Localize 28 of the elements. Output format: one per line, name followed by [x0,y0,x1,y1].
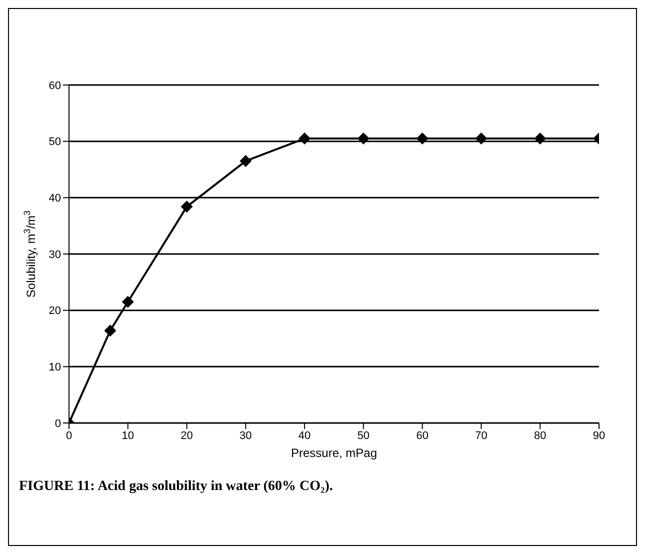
x-tick-label: 40 [298,430,311,442]
x-tick-label: 20 [180,430,193,442]
y-tick-label: 30 [48,248,61,261]
x-tick-label: 60 [416,430,428,442]
point [104,324,116,337]
point [534,132,546,145]
point [475,132,488,145]
x-tick-label: 0 [66,430,72,442]
y-tick-label: 60 [48,80,61,92]
caption: FIGURE 11: Acid gas solubility in water (60% CO₂). [19,479,333,495]
y-tick-label: 0 [54,418,61,430]
x-tick-label: 10 [122,430,134,442]
x-axis-title: Pressure, mPag [290,446,378,460]
x-tick-label: 90 [592,430,606,442]
y-tick-label: 20 [48,305,61,318]
x-tick-label: 50 [357,430,370,442]
point [357,132,370,145]
point [122,296,134,308]
point [180,200,193,213]
point [240,155,252,168]
point [416,132,428,145]
x-tick-label: 70 [475,430,488,442]
y-tick-label: 40 [48,192,61,205]
y-tick-label: 50 [48,136,61,148]
x-tick-label: 30 [240,430,252,442]
point [298,132,311,145]
x-tick-label: 80 [534,430,546,442]
y-tick-label: 10 [48,362,61,374]
